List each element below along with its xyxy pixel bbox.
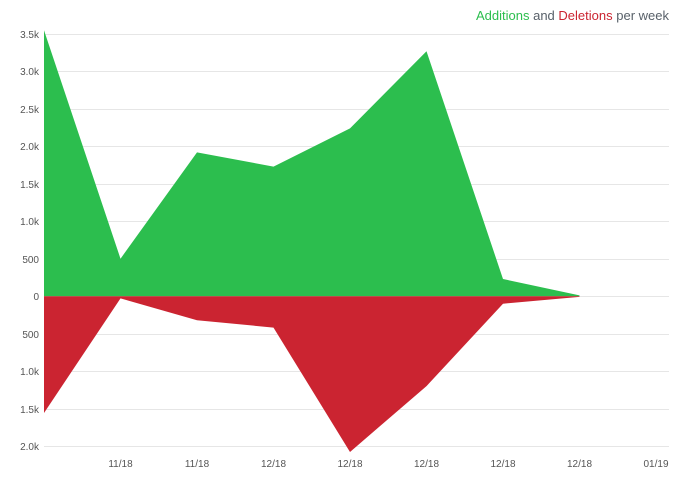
x-tick-label: 12/18	[414, 459, 439, 470]
legend-additions: Additions	[475, 8, 530, 23]
chart-legend: Additions and Deletions per week	[476, 8, 669, 23]
y-tick-label: 1.5k	[20, 180, 40, 191]
x-axis-ticks: 11/18 11/18 12/18 12/18 12/18 12/18 12/18 01/19	[108, 459, 669, 470]
y-tick-label: 1.0k	[20, 217, 40, 228]
y-tick-label: 0	[33, 292, 39, 303]
x-tick-label: 11/18	[185, 459, 210, 470]
y-tick-label: 2.0k	[20, 442, 40, 453]
x-tick-label: 12/18	[567, 459, 592, 470]
deletions-area	[44, 296, 580, 452]
y-tick-label: 1.0k	[20, 367, 40, 378]
legend-and: and	[533, 8, 555, 23]
y-tick-label: 500	[22, 330, 39, 341]
y-tick-label: 2.0k	[20, 142, 40, 153]
y-tick-label: 3.0k	[20, 67, 40, 78]
y-tick-label: 1.5k	[20, 405, 40, 416]
x-tick-label: 11/18	[108, 459, 133, 470]
x-tick-label: 01/19	[643, 459, 668, 470]
y-tick-label: 3.5k	[20, 30, 40, 41]
legend-deletions: Deletions	[558, 8, 613, 23]
x-tick-label: 12/18	[261, 459, 286, 470]
chart-areas	[44, 30, 580, 452]
y-tick-label: 500	[22, 255, 39, 266]
legend-suffix: per week	[616, 8, 669, 23]
x-tick-label: 12/18	[337, 459, 362, 470]
y-axis-ticks: 3.5k 3.0k 2.5k 2.0k 1.5k 1.0k 500 0 500 1.0k 1.5k 2…	[20, 30, 40, 453]
x-tick-label: 12/18	[490, 459, 515, 470]
additions-area	[44, 30, 580, 297]
y-tick-label: 2.5k	[20, 105, 40, 116]
